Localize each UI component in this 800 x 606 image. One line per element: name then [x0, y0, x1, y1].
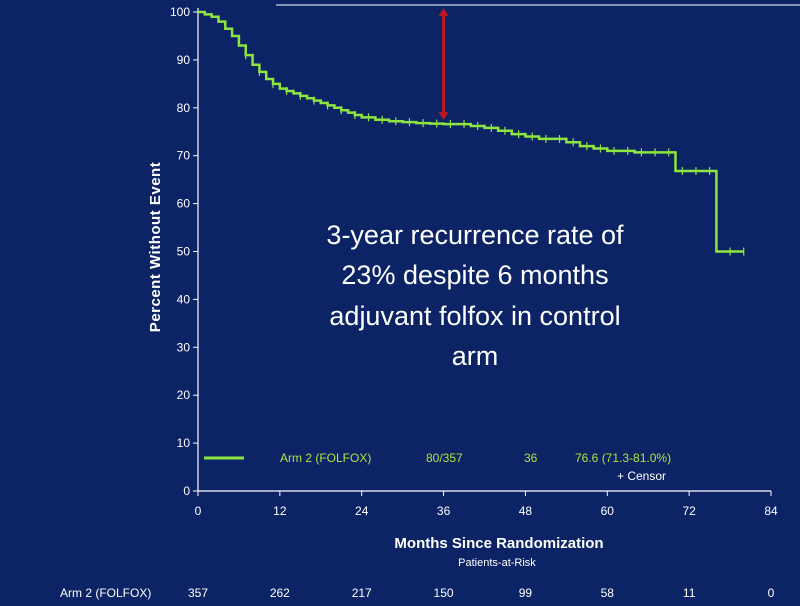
x-tick-label: 36	[437, 504, 451, 518]
x-tick-label: 60	[601, 504, 615, 518]
y-tick-label: 70	[177, 149, 191, 163]
y-tick-label: 60	[177, 197, 191, 211]
at-risk-value: 11	[683, 586, 696, 600]
x-axis-label: Months Since Randomization	[394, 535, 603, 552]
annotation-line-2: 23% despite 6 months	[341, 260, 608, 290]
x-tick-label: 24	[355, 504, 369, 518]
at-risk-heading: Patients-at-Risk	[458, 557, 536, 569]
arrow-head-top	[438, 8, 449, 16]
y-tick-label: 20	[177, 388, 191, 402]
legend: Arm 2 (FOLFOX) 80/357 36 76.6 (71.3-81.0…	[204, 451, 671, 483]
y-tick-label: 50	[177, 245, 191, 259]
at-risk-value: 262	[270, 586, 290, 600]
x-tick-label: 84	[764, 504, 778, 518]
y-tick-label: 0	[183, 484, 190, 498]
y-tick-label: 100	[170, 5, 190, 19]
y-tick-label: 10	[177, 436, 191, 450]
series-line	[198, 10, 744, 253]
legend-label: Arm 2 (FOLFOX)	[280, 451, 371, 465]
at-risk-values: 357 262 217 150 99 58 11 0	[188, 586, 775, 600]
y-tick-label: 30	[177, 340, 191, 354]
x-tick-label: 48	[519, 504, 533, 518]
arrow-head-bottom	[438, 112, 449, 121]
at-risk-label: Arm 2 (FOLFOX)	[60, 586, 151, 600]
at-risk-value: 217	[352, 586, 372, 600]
legend-months: 36	[524, 451, 538, 465]
y-tick-label: 80	[177, 101, 191, 115]
y-tick-label: 40	[177, 292, 191, 306]
legend-censor: + Censor	[617, 469, 666, 483]
x-tick-label: 72	[682, 504, 696, 518]
at-risk-value: 99	[519, 586, 533, 600]
y-axis-label: Percent Without Event	[147, 162, 164, 332]
at-risk-value: 357	[188, 586, 208, 600]
at-risk-value: 150	[434, 586, 454, 600]
annotation: 3-year recurrence rate of 23% despite 6 …	[326, 220, 624, 371]
annotation-line-4: arm	[452, 341, 499, 371]
legend-events: 80/357	[426, 451, 463, 465]
annotation-line-1: 3-year recurrence rate of	[326, 220, 624, 250]
at-risk-value: 58	[601, 586, 615, 600]
axes: 0 10 20 30 40 50 60 70 80 90 100 0 12 24 36 48 60 72 84	[170, 4, 800, 518]
plot-marks	[198, 8, 745, 256]
at-risk-value: 0	[768, 586, 775, 600]
y-tick-label: 90	[177, 53, 191, 67]
x-tick-label: 12	[273, 504, 287, 518]
legend-estimate: 76.6 (71.3-81.0%)	[575, 451, 671, 465]
x-tick-label: 0	[195, 504, 202, 518]
annotation-line-3: adjuvant folfox in control	[329, 301, 620, 331]
